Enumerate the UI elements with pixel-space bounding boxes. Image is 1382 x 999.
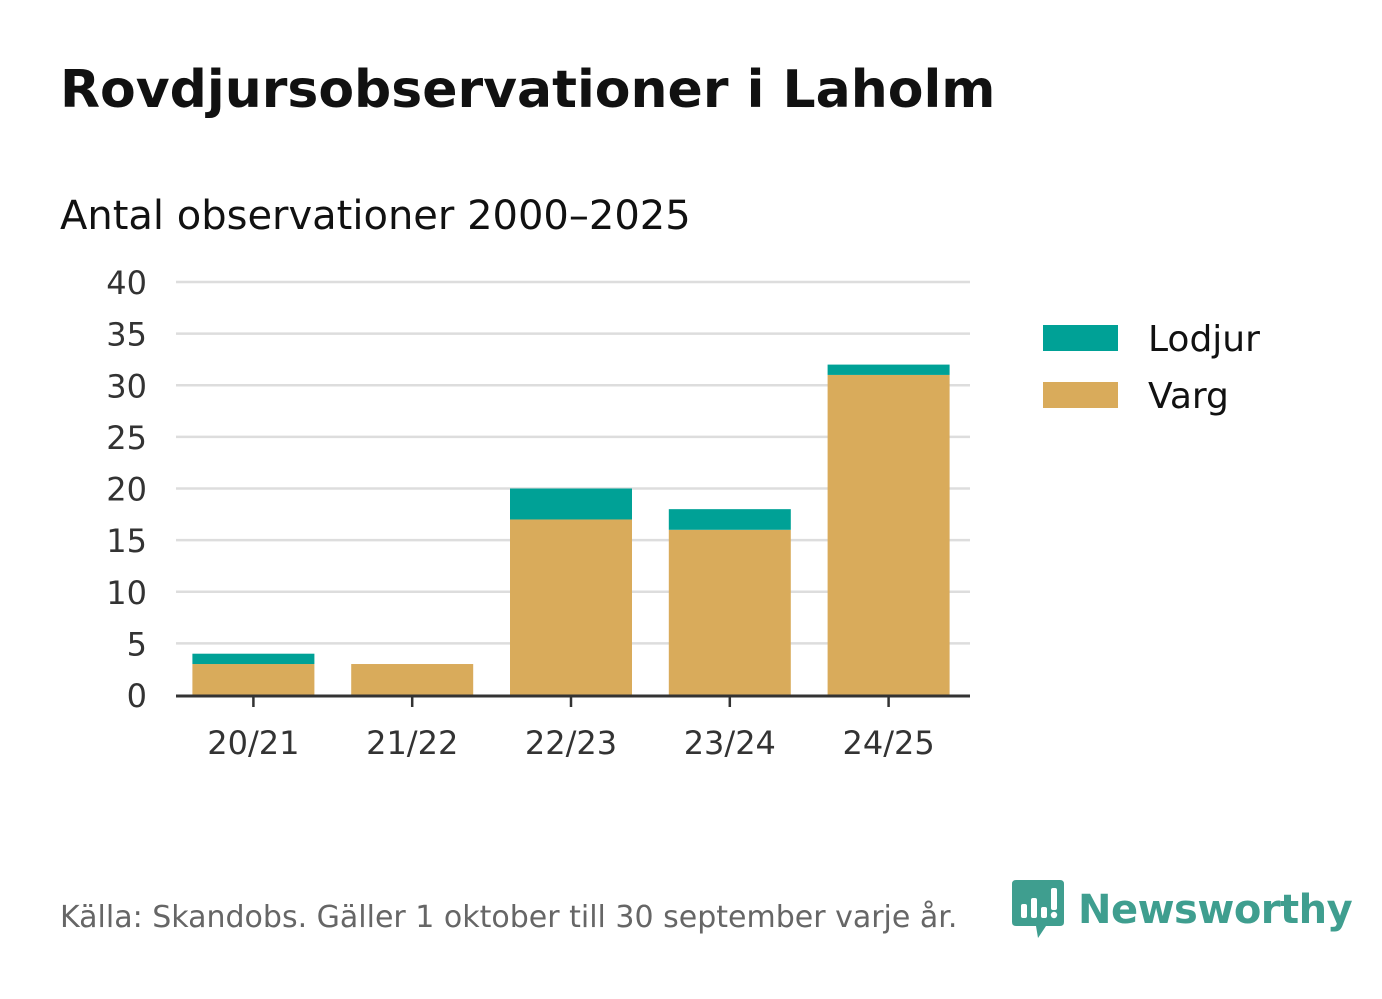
bars: [192, 364, 950, 695]
y-tick-label: 35: [106, 316, 147, 354]
x-tick-label: 20/21: [207, 724, 299, 762]
brand: Newsworthy: [1012, 880, 1353, 940]
x-tick-label: 22/23: [525, 724, 617, 762]
bar-lodjur-20-21: [192, 653, 315, 665]
y-tick-label: 30: [106, 367, 147, 405]
y-tick-label: 15: [106, 522, 147, 560]
bar-varg-21-22: [351, 664, 474, 695]
bar-lodjur-22-23: [510, 488, 632, 520]
y-tick-label: 20: [106, 471, 147, 509]
legend: Lodjur Varg: [1043, 319, 1260, 417]
y-tick-label: 40: [106, 264, 147, 302]
x-tick-label: 23/24: [684, 724, 776, 762]
source-note: Källa: Skandobs. Gäller 1 oktober till 3…: [60, 900, 958, 935]
y-tick-label: 5: [127, 625, 147, 663]
y-tick-label: 10: [106, 574, 147, 612]
legend-swatch-lodjur: [1043, 325, 1118, 351]
newsworthy-logo-icon: [1012, 880, 1064, 938]
x-tick-label: 24/25: [842, 724, 934, 762]
bar-varg-20-21: [192, 664, 315, 695]
x-tick-label: 21/22: [366, 724, 458, 762]
legend-label-varg: Varg: [1148, 376, 1229, 417]
brand-name: Newsworthy: [1078, 887, 1353, 933]
y-tick-label: 25: [106, 419, 147, 457]
bar-varg-24-25: [827, 374, 950, 695]
chart-subtitle: Antal observationer 2000–2025: [60, 193, 691, 239]
bar-varg-22-23: [510, 519, 632, 695]
bar-lodjur-24-25: [827, 364, 950, 375]
chart-title: Rovdjursobservationer i Laholm: [60, 60, 996, 120]
legend-swatch-varg: [1043, 382, 1118, 408]
axes: 0 5 10 15 20 25 30 35 40 20/21 21/22 22/23 23/24 24/2…: [106, 264, 970, 762]
stacked-bar-chart: 0 5 10 15 20 25 30 35 40 20/21 21/22 22/23 23/24 24/2…: [106, 264, 1260, 762]
bar-lodjur-23-24: [668, 509, 791, 530]
legend-label-lodjur: Lodjur: [1148, 319, 1260, 360]
y-tick-label: 0: [127, 677, 147, 715]
bar-varg-23-24: [668, 529, 791, 695]
